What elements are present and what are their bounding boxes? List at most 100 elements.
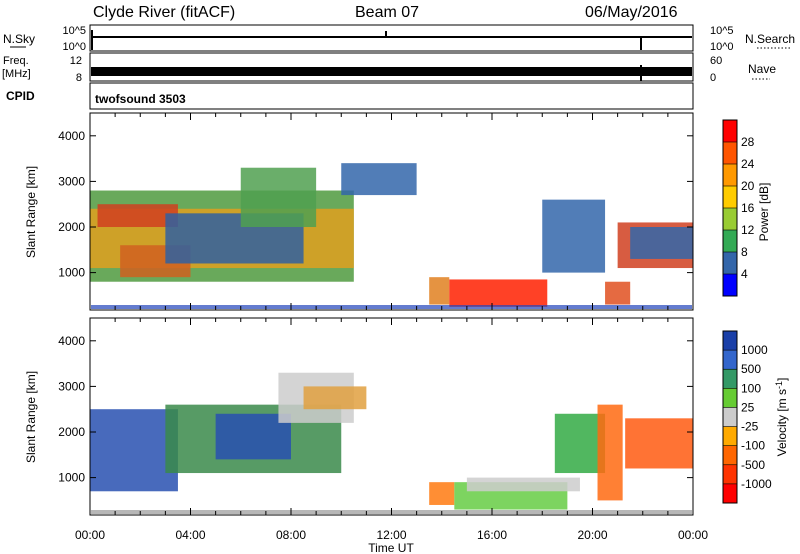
y-tick-label: 4000: [58, 129, 85, 143]
time-tick-label: 16:00: [477, 528, 507, 542]
data-region: [429, 277, 450, 305]
data-region: [341, 163, 417, 196]
colorbar-tick-label: -100: [741, 439, 765, 453]
data-region: [240, 167, 317, 228]
velocity-colorbar: 1000 500 100 25 -25 -100 -500 -1000: [722, 330, 772, 504]
nave-label: Nave: [748, 62, 776, 76]
colorbar-tick-label: 28: [741, 135, 755, 149]
power-colorbar-label: Power [dB]: [757, 183, 771, 242]
colorbar-segment: [723, 164, 737, 187]
nsky-trace-line: [91, 36, 692, 38]
power-ylabel: Slant Range [km]: [24, 166, 38, 258]
cpid-label: CPID: [6, 89, 35, 103]
time-tick-label: 04:00: [175, 528, 205, 542]
nave-tick-bottom: 0: [710, 72, 716, 84]
velocity-colorbar-label-tail: ]: [775, 378, 789, 381]
velocity-ylabel: Slant Range [km]: [24, 371, 38, 463]
nsearch-label: N.Search: [745, 32, 795, 46]
colorbar-tick-label: -25: [741, 420, 759, 434]
colorbar-segment: [723, 120, 737, 143]
colorbar-tick-label: 4: [741, 267, 748, 281]
nsearch-tick-bottom: 10^0: [710, 41, 734, 53]
velocity-colorbar-label-main: Velocity [m s: [775, 389, 789, 456]
colorbar-segment: [723, 331, 737, 351]
time-tick-label: 00:00: [75, 528, 105, 542]
colorbar-segment: [723, 252, 737, 275]
colorbar-tick-label: -500: [741, 458, 765, 472]
colorbar-tick-label: 16: [741, 201, 755, 215]
y-tick-label: 1000: [58, 266, 85, 280]
time-axis-title: Time UT: [368, 541, 414, 554]
nave-tick-top: 60: [710, 55, 722, 67]
cpid-panel-frame: [89, 82, 694, 110]
data-region: [597, 404, 623, 501]
time-tick-label: 12:00: [376, 528, 406, 542]
time-tick-label: 20:00: [577, 528, 607, 542]
colorbar-frame: [722, 330, 738, 504]
colorbar-segment: [723, 230, 737, 253]
colorbar-segment: [723, 369, 737, 389]
nsearch-tick-top: 10^5: [710, 25, 734, 37]
data-region: [466, 477, 580, 492]
power-colorbar: 28 24 20 16 12 8 4: [722, 119, 755, 297]
freq-trace-band: [91, 67, 692, 76]
colorbar-tick-label: 25: [741, 400, 755, 414]
velocity-data-layer: [90, 372, 693, 514]
nsky-tick-bottom: 10^0: [62, 41, 86, 53]
velocity-colorbar-label-exp: -1: [774, 381, 784, 389]
colorbar-tick-label: 8: [741, 245, 748, 259]
colorbar-tick-label: 24: [741, 157, 755, 171]
colorbar-tick-label: 500: [741, 362, 761, 376]
colorbar-segment: [723, 388, 737, 408]
data-region: [625, 418, 693, 469]
velocity-x-axis: [89, 318, 694, 515]
beam-label: Beam 07: [355, 4, 419, 21]
data-region: [303, 386, 367, 410]
freq-panel-frame: [89, 52, 694, 82]
power-x-axis: [89, 113, 694, 310]
y-tick-label: 3000: [58, 174, 85, 188]
colorbar-tick-label: -1000: [741, 477, 772, 491]
site-title: Clyde River (fitACF): [93, 4, 235, 21]
y-tick-label: 2000: [58, 425, 85, 439]
colorbar-segment: [723, 407, 737, 428]
power-data-layer: [90, 163, 693, 309]
velocity-colorbar-label: Velocity [m s-1]: [774, 378, 789, 457]
time-tick-label: 00:00: [678, 528, 708, 542]
colorbar-segment: [723, 426, 737, 447]
data-region: [630, 227, 693, 259]
colorbar-tick-label: 12: [741, 223, 755, 237]
y-tick-label: 4000: [58, 334, 85, 348]
power-panel: 1000 2000 3000 4000 Slant Range [km]: [24, 112, 694, 311]
cpid-value: twofsound 3503: [95, 92, 186, 106]
time-tick-label: 08:00: [276, 528, 306, 542]
colorbar-segment: [723, 445, 737, 466]
freq-tick-top: 12: [70, 55, 82, 67]
nsky-tick-top: 10^5: [62, 25, 86, 37]
colorbar-segment: [723, 464, 737, 485]
colorbar-segment: [723, 208, 737, 231]
y-tick-label: 2000: [58, 220, 85, 234]
colorbar-segment: [723, 142, 737, 165]
power-y-axis: 1000 2000 3000 4000: [58, 129, 693, 280]
data-region: [554, 413, 606, 474]
nsky-label: N.Sky: [3, 32, 35, 46]
data-region: [542, 199, 606, 273]
data-region: [605, 281, 631, 305]
colorbar-segment: [723, 186, 737, 209]
colorbar-segment: [723, 350, 737, 370]
y-tick-label: 3000: [58, 379, 85, 393]
colorbar-tick-label: 100: [741, 381, 761, 395]
data-region: [429, 482, 455, 505]
data-region: [97, 204, 178, 228]
date-label: 06/May/2016: [585, 4, 678, 21]
velocity-panel: 1000 2000 3000 4000 Slant Range [km]: [24, 317, 694, 516]
velocity-y-axis: 1000 2000 3000 4000: [58, 334, 693, 485]
data-region: [90, 409, 178, 492]
nsky-trace: [91, 30, 692, 50]
freq-tick-bottom: 8: [76, 72, 82, 84]
y-tick-label: 1000: [58, 471, 85, 485]
colorbar-segment: [723, 274, 737, 297]
data-region: [449, 279, 548, 307]
